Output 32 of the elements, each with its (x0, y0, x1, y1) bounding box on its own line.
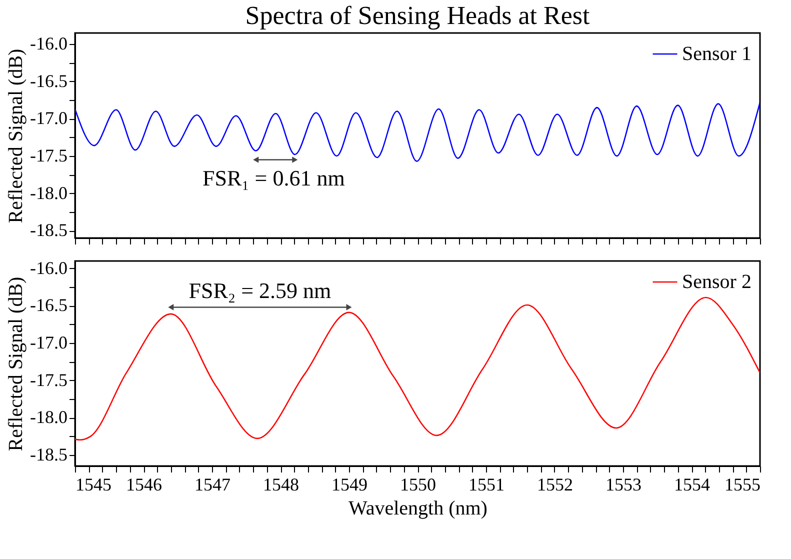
y-tick-label: -17.0 (30, 108, 68, 128)
y-tick-label: -18.0 (30, 182, 68, 203)
annotation: FSR₂ = 2.59 nm (188, 278, 332, 303)
x-tick-label: 1551 (468, 474, 504, 494)
y-tick-label: -16.0 (30, 258, 68, 278)
y-axis-title: Reflected Signal (dB) (5, 48, 28, 224)
y-tick-label: -18.5 (30, 220, 68, 240)
x-tick-label: 1548 (263, 474, 299, 494)
annotation: FSR₁ = 0.61 nm (202, 165, 345, 190)
x-tick-label: 1554 (674, 474, 710, 494)
chart-title: Spectra of Sensing Heads at Rest (245, 1, 590, 30)
x-axis-title: Wavelength (nm) (348, 498, 488, 520)
y-tick-label: -18.5 (30, 444, 68, 464)
x-tick-label: 1547 (194, 474, 230, 494)
x-tick-label: 1555 (724, 474, 760, 494)
y-tick-label: -16.5 (30, 295, 68, 316)
legend-label: Sensor 1 (682, 43, 752, 65)
x-tick-label: 1550 (400, 474, 436, 494)
legend-label: Sensor 2 (682, 271, 752, 293)
y-tick-label: -17.5 (30, 370, 68, 390)
y-tick-label: -17.5 (30, 146, 68, 166)
y-axis-title: Reflected Signal (dB) (5, 276, 28, 452)
x-tick-label: 1546 (126, 474, 162, 494)
y-tick-label: -16.5 (30, 70, 68, 91)
x-tick-label: 1545 (76, 474, 112, 494)
x-tick-label: 1552 (537, 474, 573, 494)
line-series (75, 102, 760, 162)
y-tick-label: -18.0 (30, 407, 68, 428)
x-tick-label: 1549 (332, 474, 368, 494)
y-tick-label: -16.0 (30, 34, 68, 54)
x-tick-label: 1553 (606, 474, 642, 494)
y-tick-label: -17.0 (30, 332, 68, 352)
